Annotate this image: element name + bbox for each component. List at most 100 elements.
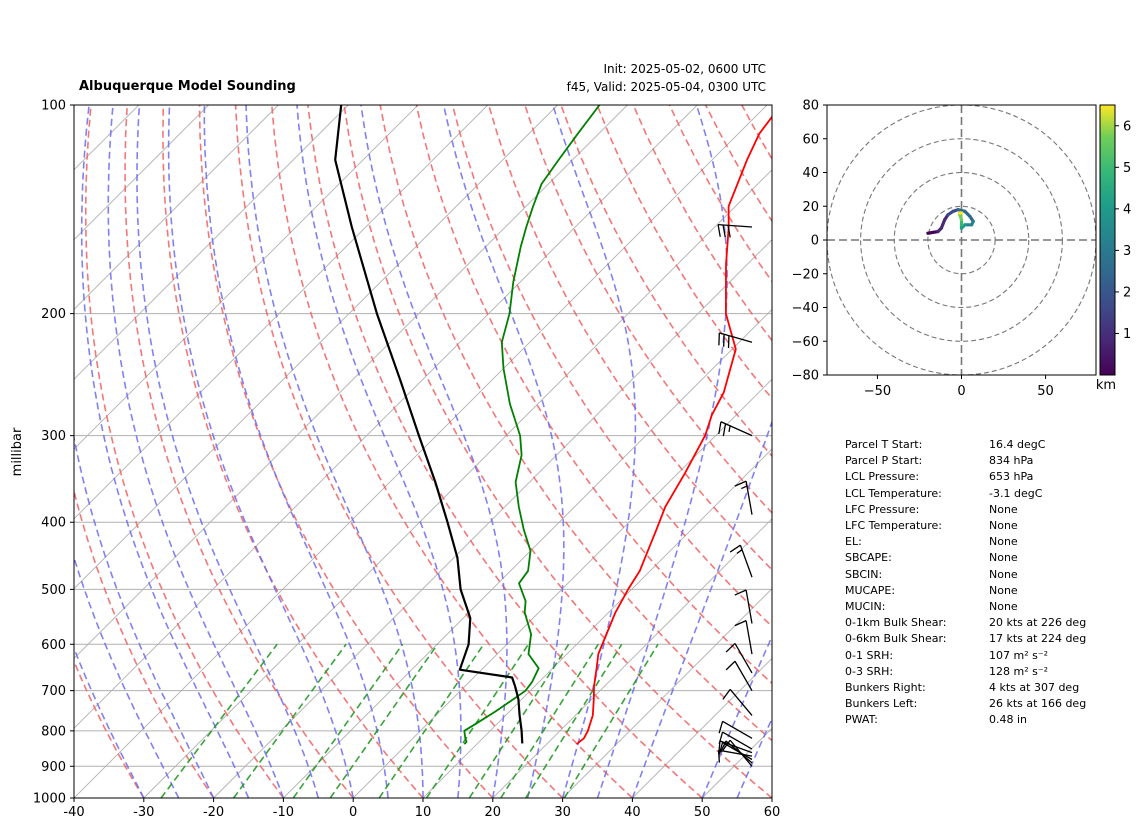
y-tick-label: 300 xyxy=(41,429,66,444)
hodo-y-tick-label: 0 xyxy=(811,234,819,249)
colorbar-tick-label: 6 xyxy=(1123,119,1131,134)
y-tick-label: 900 xyxy=(41,760,66,775)
isotherm xyxy=(283,308,772,798)
hodo-y-tick-label: 20 xyxy=(802,200,819,215)
parameter-value: None xyxy=(989,567,1018,581)
parameter-row: LFC Temperature: None xyxy=(845,518,1086,534)
wind-barb xyxy=(734,480,753,515)
hodo-y-tick-label: −20 xyxy=(792,267,819,282)
isotherm xyxy=(213,238,772,798)
moist-adiabat xyxy=(203,105,389,798)
x-tick-label: 0 xyxy=(349,805,357,820)
colorbar-tick-label: 4 xyxy=(1123,202,1131,217)
parameter-label: 0-1 SRH: xyxy=(845,648,894,662)
isotherm xyxy=(74,105,698,729)
parameter-label: PWAT: xyxy=(845,713,878,727)
x-tick-label: -10 xyxy=(273,805,294,820)
moist-adiabat xyxy=(80,105,250,798)
parameter-label: Parcel T Start: xyxy=(845,438,923,451)
isotherm xyxy=(562,587,772,798)
wind-barb xyxy=(734,620,753,655)
y-tick-label: 200 xyxy=(41,307,66,322)
dry-adiabat xyxy=(487,105,772,571)
isotherm xyxy=(352,378,772,798)
y-tick-label: 1000 xyxy=(33,792,66,807)
moist-adiabat xyxy=(296,105,462,798)
parameter-row: SBCAPE: None xyxy=(845,550,1086,566)
isotherm xyxy=(74,105,349,380)
colorbar-tick-label: 2 xyxy=(1123,285,1131,300)
wind-barb xyxy=(722,739,753,767)
parcel-trace xyxy=(334,105,524,744)
moist-adiabat xyxy=(596,105,728,798)
moist-adiabat xyxy=(74,646,145,798)
chart-title: Albuquerque Model Sounding xyxy=(79,79,296,94)
dewpoint-trace xyxy=(463,105,601,745)
x-tick-label: 20 xyxy=(485,805,502,820)
isotherm xyxy=(74,105,489,520)
parameter-value: 17 kts at 224 deg xyxy=(989,632,1087,646)
y-tick-label: 700 xyxy=(41,684,66,699)
mixing-ratio-line xyxy=(563,643,659,798)
moist-adiabat xyxy=(74,433,215,798)
y-axis-label: millibar xyxy=(10,427,25,476)
parameter-label: SBCAPE: xyxy=(845,551,892,565)
dry-adiabat xyxy=(307,105,703,798)
dry-adiabat xyxy=(74,659,145,798)
wind-barb xyxy=(729,544,753,578)
isotherm xyxy=(143,169,772,798)
parameter-label: MUCAPE: xyxy=(845,583,896,597)
moist-adiabat xyxy=(136,105,320,798)
wind-barb xyxy=(734,589,753,624)
hodo-y-tick-label: 80 xyxy=(802,99,819,114)
parameter-value: 16.4 degC xyxy=(989,438,1046,451)
wind-barb xyxy=(718,720,753,739)
parameter-row: LCL Pressure: 653 hPa xyxy=(845,469,1086,485)
y-tick-label: 600 xyxy=(41,638,66,653)
parameter-label: Parcel P Start: xyxy=(845,454,923,468)
parameter-label: MUCIN: xyxy=(845,600,886,614)
moist-adiabat xyxy=(552,105,637,798)
parameter-value: None xyxy=(989,519,1018,533)
valid-time: f45, Valid: 2025-05-04, 0300 UTC xyxy=(566,80,766,94)
parameter-value: -3.1 degC xyxy=(989,486,1043,500)
dry-adiabat xyxy=(162,105,424,798)
parameter-value: 0.48 in xyxy=(989,713,1028,727)
mixing-ratio-line xyxy=(525,643,623,798)
colorbar xyxy=(1099,104,1116,376)
dry-adiabat xyxy=(271,105,633,798)
parameter-label: 0-3 SRH: xyxy=(845,664,894,678)
dry-adiabat xyxy=(234,105,564,798)
mixing-ratio-line xyxy=(425,643,530,798)
parameter-row: SBCIN: None xyxy=(845,567,1086,583)
mixing-ratio-line xyxy=(160,643,278,798)
parameter-row: 0-1km Bulk Shear: 20 kts at 226 deg xyxy=(845,615,1086,631)
parameter-label: Bunkers Left: xyxy=(845,697,918,711)
y-tick-label: 500 xyxy=(41,583,66,598)
parameter-label: 0-1km Bulk Shear: xyxy=(845,616,947,630)
hodo-y-tick-label: −60 xyxy=(792,335,819,350)
parameter-row: Parcel P Start: 834 hPa xyxy=(845,453,1086,469)
moist-adiabat xyxy=(360,105,508,798)
parameter-label: SBCIN: xyxy=(845,567,883,581)
hodo-x-tick-label: 50 xyxy=(1037,384,1054,399)
parameter-label: LCL Temperature: xyxy=(845,486,942,500)
parameter-row: PWAT: 0.48 in xyxy=(845,712,1086,728)
init-time: Init: 2025-05-02, 0600 UTC xyxy=(603,62,766,76)
wind-barb xyxy=(717,223,753,238)
x-tick-label: 30 xyxy=(554,805,571,820)
temperature-trace xyxy=(576,115,772,745)
parameter-value: 128 m² s⁻² xyxy=(989,664,1049,678)
x-tick-label: -40 xyxy=(63,805,84,820)
x-tick-label: -30 xyxy=(133,805,154,820)
wind-barb xyxy=(718,421,753,437)
wind-barb xyxy=(719,740,753,764)
parameter-value: None xyxy=(989,600,1018,614)
isotherm xyxy=(74,105,628,660)
dry-adiabat xyxy=(343,105,772,798)
colorbar-tick-label: 1 xyxy=(1123,327,1131,342)
moist-adiabat xyxy=(631,419,772,798)
parameter-label: Bunkers Right: xyxy=(845,681,926,695)
parameter-value: 26 kts at 166 deg xyxy=(989,697,1087,711)
